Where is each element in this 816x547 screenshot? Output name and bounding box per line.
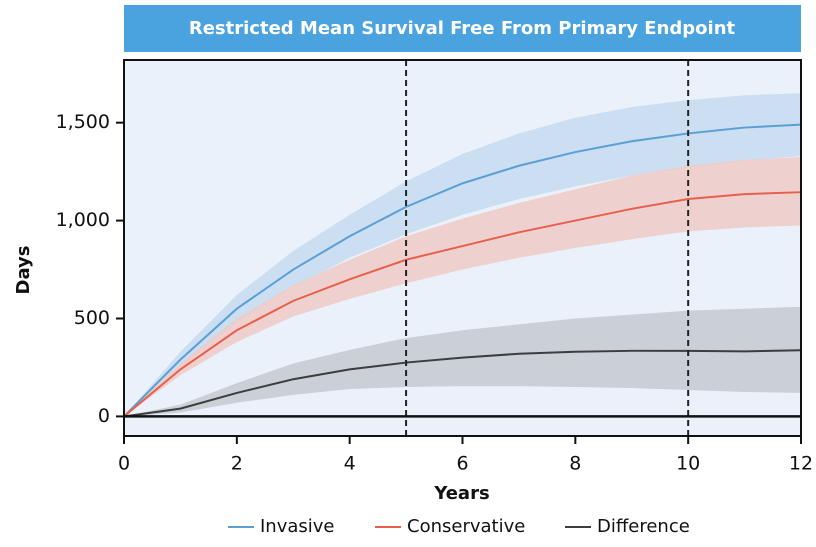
y-axis-label: Days <box>13 246 34 295</box>
confidence-band <box>124 306 801 417</box>
title-banner <box>124 5 801 52</box>
x-axis-label: Years <box>433 483 489 504</box>
confidence-band <box>124 93 801 417</box>
x-tick-label: 8 <box>569 453 581 475</box>
confidence-band <box>124 156 801 417</box>
y-tick-label: 1,000 <box>56 209 110 231</box>
x-tick-label: 12 <box>789 453 813 475</box>
y-tick-label: 500 <box>74 307 110 329</box>
x-tick-label: 2 <box>231 453 243 475</box>
legend-label: Difference <box>597 516 690 537</box>
chart-title: Restricted Mean Survival Free From Prima… <box>189 18 736 39</box>
y-tick-label: 1,500 <box>56 111 110 133</box>
x-tick-label: 4 <box>344 453 356 475</box>
legend-label: Invasive <box>260 516 335 537</box>
y-tick-label: 0 <box>98 405 110 427</box>
plot-frame <box>123 59 802 437</box>
x-tick-label: 6 <box>456 453 468 475</box>
x-tick-label: 0 <box>118 453 130 475</box>
x-tick-label: 10 <box>676 453 700 475</box>
legend-label: Conservative <box>407 516 525 537</box>
series-line <box>123 191 802 418</box>
